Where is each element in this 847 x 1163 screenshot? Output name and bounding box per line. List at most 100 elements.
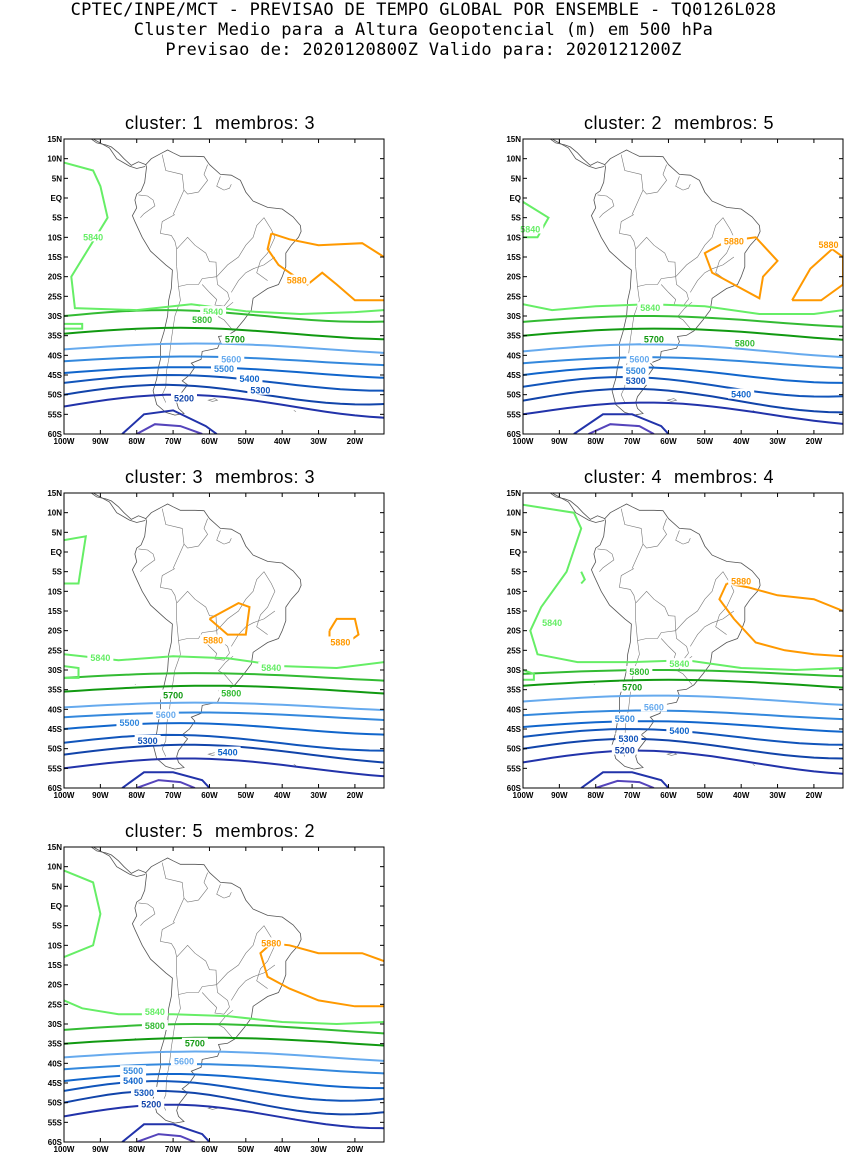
- contour-low: [137, 1134, 195, 1142]
- geopotential-map: 58805840580057005600550054005300520015N1…: [40, 843, 400, 1163]
- lat-label: EQ: [50, 194, 62, 203]
- lat-label: 35S: [48, 686, 63, 695]
- lat-label: 30S: [48, 666, 63, 675]
- island-outline: [667, 399, 676, 402]
- country-border: [690, 257, 734, 292]
- lat-label: 30S: [48, 1020, 63, 1029]
- lat-label: 50S: [48, 1099, 63, 1108]
- lat-label: 5N: [52, 882, 62, 891]
- contour-5840: [64, 666, 79, 678]
- country-border: [676, 218, 734, 281]
- lat-label: 10S: [48, 233, 63, 242]
- contour-5840: [523, 505, 843, 670]
- contour-label: 5600: [221, 354, 241, 364]
- country-border: [676, 277, 689, 299]
- lon-label: 30W: [310, 791, 327, 800]
- lon-label: 50W: [238, 1145, 255, 1154]
- contour-5600: [64, 344, 384, 353]
- lat-label: 30S: [507, 666, 522, 675]
- cluster-label: cluster: 4: [584, 467, 662, 487]
- contour-5500: [64, 713, 384, 721]
- contour-5500: [523, 357, 843, 368]
- lat-label: 15S: [48, 607, 63, 616]
- south-america-coast: [132, 858, 301, 1123]
- central-america-coast: [64, 489, 146, 519]
- lat-label: 55S: [48, 1118, 63, 1127]
- contour-5700: [64, 1038, 384, 1046]
- lat-label: 5S: [52, 214, 62, 223]
- contour-label: 5840: [145, 1007, 165, 1017]
- lon-label: 90W: [551, 437, 568, 446]
- country-border: [598, 195, 614, 218]
- lon-label: 100W: [54, 437, 75, 446]
- lon-label: 50W: [238, 437, 255, 446]
- lat-label: 45S: [48, 725, 63, 734]
- country-border: [219, 656, 234, 684]
- contour-label: 5880: [203, 636, 223, 646]
- lat-label: 45S: [48, 1079, 63, 1088]
- contour-low: [137, 780, 195, 788]
- lon-label: 80W: [129, 437, 146, 446]
- lat-label: 15N: [47, 843, 62, 852]
- lat-label: 35S: [507, 686, 522, 695]
- contour-label: 5700: [185, 1039, 205, 1049]
- contour-5200: [64, 1091, 384, 1115]
- country-border: [177, 237, 217, 276]
- contour-label: 5840: [669, 659, 689, 669]
- lon-label: 30W: [769, 437, 786, 446]
- lon-label: 20W: [347, 1145, 364, 1154]
- country-border: [217, 572, 275, 635]
- lat-label: 25S: [507, 292, 522, 301]
- lat-label: 10N: [47, 155, 62, 164]
- lon-label: 30W: [310, 437, 327, 446]
- country-border: [231, 257, 275, 292]
- contour-label: 5800: [735, 339, 755, 349]
- country-border: [217, 530, 232, 544]
- members-label: membros: 2: [215, 821, 315, 841]
- country-border: [621, 155, 643, 215]
- contour-5840: [64, 163, 384, 314]
- contour-label: 5700: [622, 683, 642, 693]
- country-border: [231, 965, 275, 1000]
- country-border: [162, 155, 184, 215]
- contour-5840: [523, 670, 534, 680]
- country-border: [676, 631, 689, 653]
- contour-label: 5200: [141, 1100, 161, 1110]
- lat-label: 55S: [507, 764, 522, 773]
- lon-label: 60W: [660, 437, 677, 446]
- contour-label: 5880: [261, 938, 281, 948]
- lat-label: 15S: [507, 607, 522, 616]
- lat-label: 10S: [507, 233, 522, 242]
- contour-label: 5700: [225, 335, 245, 345]
- cluster-label: cluster: 3: [125, 467, 203, 487]
- country-border: [177, 945, 217, 984]
- country-border: [217, 985, 230, 1007]
- geopotential-map: 5880584058405800570056005500540053005200…: [499, 489, 847, 809]
- lon-label: 40W: [274, 791, 291, 800]
- island-outline: [208, 399, 217, 402]
- members-label: membros: 5: [674, 113, 774, 133]
- lat-label: 25S: [48, 646, 63, 655]
- contour-label: 5400: [239, 374, 259, 384]
- contour-label: 5300: [626, 376, 646, 386]
- lat-label: 15S: [48, 961, 63, 970]
- lon-label: 100W: [54, 791, 75, 800]
- country-border: [619, 215, 635, 267]
- lat-label: 25S: [48, 292, 63, 301]
- contour-5800: [64, 1024, 384, 1033]
- contour-5880: [719, 584, 843, 657]
- lon-label: 100W: [513, 437, 534, 446]
- contour-label: 5300: [134, 1088, 154, 1098]
- country-border: [139, 195, 155, 218]
- country-border: [676, 572, 734, 635]
- contour-5600: [523, 696, 843, 705]
- lon-label: 70W: [624, 437, 641, 446]
- lon-label: 60W: [201, 437, 218, 446]
- country-border: [217, 218, 275, 281]
- country-border: [177, 975, 217, 995]
- country-border: [177, 267, 217, 287]
